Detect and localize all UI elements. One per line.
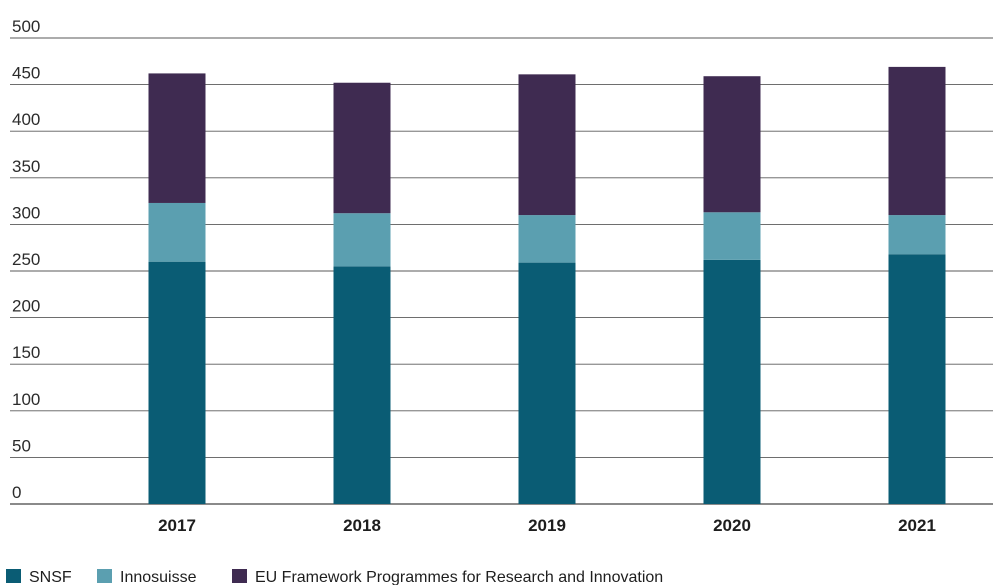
bar-segment: [333, 213, 391, 267]
legend-swatch: [232, 569, 247, 583]
bar-segment: [148, 202, 206, 262]
bar-segment: [703, 259, 761, 504]
y-tick-label: 500: [12, 17, 40, 36]
x-tick-label: 2019: [528, 516, 566, 535]
bar-segment: [333, 266, 391, 504]
y-tick-label: 250: [12, 250, 40, 269]
bar-segment: [148, 73, 206, 203]
bar-segment: [148, 261, 206, 504]
y-tick-label: 150: [12, 343, 40, 362]
legend-item: SNSF: [6, 569, 72, 585]
bar-segment: [888, 254, 946, 504]
y-tick-label: 200: [12, 297, 40, 316]
legend-label: EU Framework Programmes for Research and…: [255, 569, 663, 585]
bar-segment: [703, 212, 761, 260]
y-tick-label: 50: [12, 436, 31, 455]
bar-segment: [518, 262, 576, 504]
legend-item: Innosuisse: [97, 569, 197, 585]
y-axis: 0 50 100 150 200 250 300 350 400 450 500: [12, 17, 40, 502]
y-tick-label: 0: [12, 483, 21, 502]
legend-swatch: [6, 569, 21, 583]
y-tick-label: 450: [12, 64, 40, 83]
bar-segment: [703, 76, 761, 213]
bar-segment: [888, 66, 946, 216]
bars: [148, 66, 946, 504]
legend-swatch: [97, 569, 112, 583]
y-tick-label: 350: [12, 157, 40, 176]
x-tick-label: 2021: [898, 516, 936, 535]
x-tick-label: 2018: [343, 516, 381, 535]
y-tick-label: 300: [12, 203, 40, 222]
x-tick-label: 2017: [158, 516, 196, 535]
legend-item: EU Framework Programmes for Research and…: [232, 569, 663, 585]
y-tick-label: 100: [12, 390, 40, 409]
legend-label: Innosuisse: [120, 569, 197, 585]
bar-segment: [518, 74, 576, 216]
x-tick-label: 2020: [713, 516, 751, 535]
bar-segment: [518, 215, 576, 263]
legend: SNSF Innosuisse EU Framework Programmes fo…: [6, 569, 663, 585]
legend-label: SNSF: [29, 569, 72, 585]
bar-segment: [888, 215, 946, 255]
x-axis: 2017 2018 2019 2020 2021: [158, 516, 936, 535]
y-tick-label: 400: [12, 110, 40, 129]
bar-segment: [333, 82, 391, 214]
